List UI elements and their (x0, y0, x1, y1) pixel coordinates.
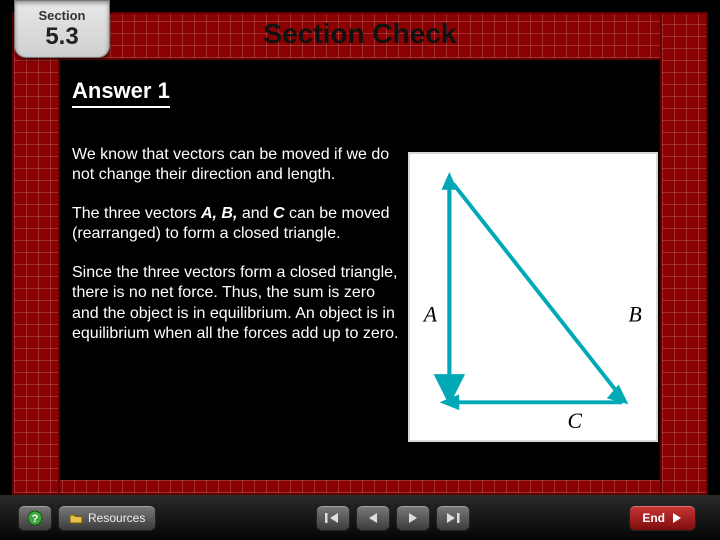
paragraph-1: We know that vectors can be moved if we … (72, 145, 402, 186)
section-tab: Section 5.3 (14, 0, 110, 58)
next-icon (406, 511, 420, 525)
vector-b-label: B, (217, 205, 237, 222)
body-text: We know that vectors can be moved if we … (72, 145, 402, 363)
end-button[interactable]: End (629, 505, 696, 531)
folder-icon (69, 511, 83, 525)
prev-icon (366, 511, 380, 525)
resources-label: Resources (88, 511, 145, 525)
footer-toolbar: ? Resources End (0, 495, 720, 540)
diagram-label-c: C (567, 409, 582, 433)
section-number: 5.3 (45, 23, 78, 51)
end-label: End (642, 511, 665, 525)
last-button[interactable] (436, 505, 470, 531)
p2-pre: The three vectors (72, 205, 201, 222)
vector-diagram: A B C (408, 152, 658, 442)
vector-c-label: C (273, 205, 285, 222)
diagram-label-a: A (422, 303, 438, 327)
prev-button[interactable] (356, 505, 390, 531)
end-arrow-icon (671, 512, 683, 524)
grid-border-left (12, 12, 60, 495)
diagram-label-b: B (628, 303, 641, 327)
help-button[interactable]: ? (18, 505, 52, 531)
section-label: Section (39, 8, 86, 23)
next-button[interactable] (396, 505, 430, 531)
grid-border-right (660, 12, 708, 495)
help-icon: ? (27, 510, 43, 526)
last-icon (444, 511, 462, 525)
resources-button[interactable]: Resources (58, 505, 156, 531)
slide: Section 5.3 Section Check Answer 1 We kn… (0, 0, 720, 540)
answer-heading: Answer 1 (72, 78, 170, 108)
first-icon (324, 511, 342, 525)
paragraph-2: The three vectors A, B, and C can be mov… (72, 204, 402, 245)
svg-text:?: ? (32, 513, 39, 525)
vector-a-label: A, (201, 205, 217, 222)
p2-and: and (237, 205, 273, 222)
first-button[interactable] (316, 505, 350, 531)
paragraph-3: Since the three vectors form a closed tr… (72, 263, 402, 345)
